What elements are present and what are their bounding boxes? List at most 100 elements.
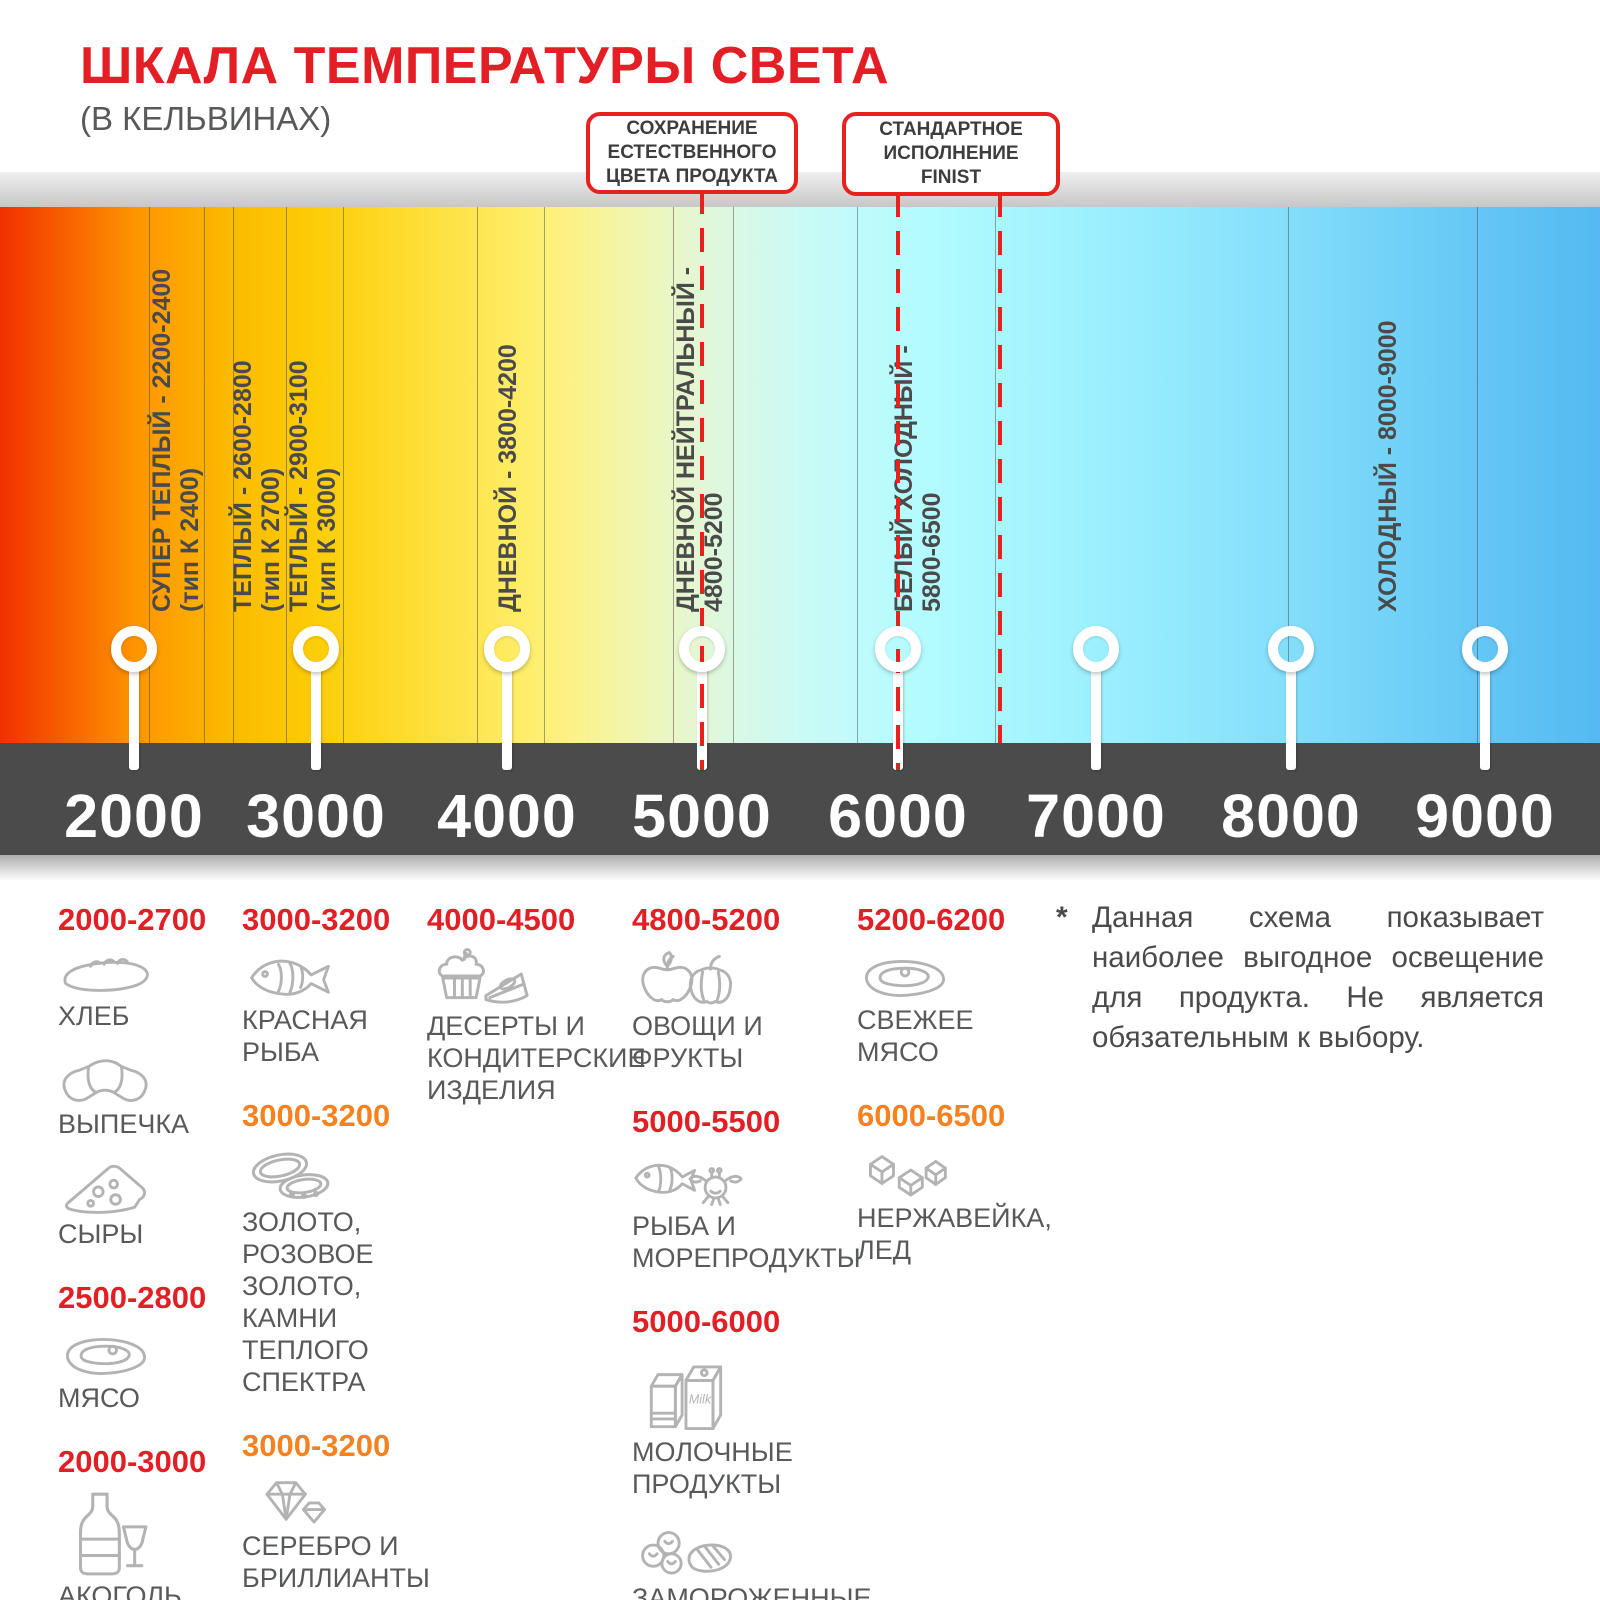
kelvin-range: 5000-5500 (632, 1104, 781, 1139)
recommendation-group: 3000-3200 ЗОЛОТО, РОЗОВОЕ ЗОЛОТО, КАМНИ … (242, 1098, 482, 1398)
kelvin-gradient-band (0, 207, 1600, 743)
gold-rings-icon (242, 1142, 482, 1204)
kelvin-range: 2000-2700 (58, 902, 207, 937)
dashed-line-6500k (998, 193, 1002, 743)
kelvin-range: 4000-4500 (427, 902, 576, 937)
top-shadow-band (0, 172, 1600, 207)
zone-gridline (233, 207, 234, 743)
zone-title: БЕЛЫЙ ХОЛОДНЫЙ - (890, 345, 918, 612)
tick-marker-2000k (111, 626, 157, 672)
zone-gridline (204, 207, 205, 743)
callout-line: ЕСТЕСТВЕННОГО (607, 142, 777, 163)
zone-label-cold: ХОЛОДНЫЙ - 8000-9000 (1374, 222, 1402, 612)
zone-gridline (477, 207, 478, 743)
tick-marker-6000k (875, 626, 921, 672)
ice-icon (857, 1142, 1072, 1200)
recommendation-group: 6000-6500 НЕРЖАВЕЙКА, ЛЕД (857, 1098, 1072, 1266)
item-label: СЫРЫ (58, 1219, 144, 1249)
item-label: МЯСО (58, 1383, 140, 1413)
item-label: ОВОЩИ И ФРУКТЫ (632, 1011, 763, 1073)
item-label: МОЛОЧНЫЕ ПРОДУКТЫ (632, 1437, 793, 1499)
tick-marker-stem (1480, 666, 1490, 770)
callout-line: ЦВЕТА ПРОДУКТА (605, 166, 779, 187)
footnote: * Данная схема показывает наиболее выгод… (1056, 898, 1544, 1058)
list-item: СЫРЫ (58, 1156, 243, 1250)
recommendation-group: 5000-5500 РЫБА И МОРЕПРОДУКТ (632, 1104, 937, 1274)
callout-line: ИСПОЛНЕНИЕ (883, 143, 1019, 164)
tick-marker-stem (129, 666, 139, 770)
cheese-icon (58, 1156, 243, 1216)
item-label: РЫБА И МОРЕПРОДУКТЫ (632, 1211, 861, 1273)
tick-marker-8000k (1268, 626, 1314, 672)
tick-marker-9000k (1462, 626, 1508, 672)
list-item: ДЕСЕРТЫ И КОНДИТЕРСКИЕ ИЗДЕЛИЯ (427, 946, 646, 1106)
zone-label-daylight: ДНЕВНОЙ - 3800-4200 (494, 222, 522, 612)
recommendation-group: 3000-3200 СЕРЕБРО И БРИЛЛИАНТЫ (242, 1428, 482, 1594)
recommendation-group: 2500-2800 МЯСО (58, 1280, 243, 1414)
footnote-text: Данная схема показывает наиболее выгодно… (1092, 901, 1544, 1054)
recommendation-column-1: 2000-2700 ХЛЕБ ВЫПЕЧКА (58, 888, 243, 1600)
kelvin-range: 6000-6500 (857, 1098, 1006, 1133)
recommendation-group: 2000-3000 АКОГОЛЬ (58, 1444, 243, 1600)
list-item: ЗАМОРОЖЕННЫЕ ПОЛУФАБРИКАТЫ (632, 1516, 937, 1600)
zone-subtitle: (тип К 3000) (313, 467, 341, 612)
list-item: ЗОЛОТО, РОЗОВОЕ ЗОЛОТО, КАМНИ ТЕПЛОГО СП… (242, 1142, 482, 1398)
recommendation-group: 5000-6000 Milk МОЛОЧНЫЕ ПРОДУКТЫ (632, 1304, 937, 1600)
dashed-line-6000k (896, 193, 900, 770)
zone-subtitle: (тип К 2700) (257, 467, 285, 612)
list-item: ВЫПЕЧКА (58, 1048, 243, 1140)
list-item: СЕРЕБРО И БРИЛЛИАНТЫ (242, 1472, 482, 1594)
tick-marker-stem (502, 666, 512, 770)
fresh-meat-icon (857, 946, 1072, 1002)
zone-title: ТЕПЛЫЙ - 2900-3100 (285, 360, 313, 612)
recommendation-column-3: 4000-4500 ДЕСЕРТЫ И КОНДИТЕРСКИЕ ИЗДЕЛИЯ (427, 888, 646, 1136)
tick-label: 4000 (437, 782, 577, 850)
zone-gridline (673, 207, 674, 743)
kelvin-range: 5000-6000 (632, 1304, 781, 1339)
zone-gridline (286, 207, 287, 743)
recommendation-column-5: 5200-6200 СВЕЖЕЕ МЯСО 6000-6500 (857, 888, 1072, 1296)
recommendation-column-4: 4800-5200 ОВОЩИ И ФРУКТЫ 5000-5500 (632, 888, 937, 1600)
croissant-icon (58, 1048, 243, 1106)
recommendation-group: 3000-3200 КРАСНАЯ РЫБА (242, 902, 482, 1068)
zone-gridline (544, 207, 545, 743)
axis-shadow (0, 855, 1600, 881)
list-item: НЕРЖАВЕЙКА, ЛЕД (857, 1142, 1072, 1266)
zone-title: ДНЕВНОЙ НЕЙТРАЛЬНЫЙ - (672, 266, 700, 612)
dairy-icon: Milk (632, 1348, 937, 1434)
zone-gridline (733, 207, 734, 743)
zone-label-super-warm: СУПЕР ТЕПЛЫЙ - 2200-2400 (тип К 2400) (148, 222, 204, 612)
tick-label: 5000 (632, 782, 772, 850)
kelvin-axis-bar (0, 743, 1600, 855)
vegetables-icon (632, 946, 937, 1008)
item-label: ЗАМОРОЖЕННЫЕ ПОЛУФАБРИКАТЫ (632, 1583, 872, 1600)
item-label: ДЕСЕРТЫ И КОНДИТЕРСКИЕ ИЗДЕЛИЯ (427, 1011, 646, 1105)
zone-gridline (1288, 207, 1289, 743)
item-label: СВЕЖЕЕ МЯСО (857, 1005, 974, 1067)
svg-text:Milk: Milk (689, 1393, 712, 1407)
tick-marker-4000k (484, 626, 530, 672)
tick-label: 9000 (1415, 782, 1555, 850)
item-label: АКОГОЛЬ (58, 1581, 182, 1600)
zone-title: СУПЕР ТЕПЛЫЙ - 2200-2400 (148, 268, 176, 612)
zone-subtitle: 4800-5200 (700, 492, 728, 612)
item-label: СЕРЕБРО И БРИЛЛИАНТЫ (242, 1531, 430, 1593)
bread-icon (58, 946, 243, 998)
callout-line: СОХРАНЕНИЕ (626, 118, 758, 139)
meat-icon (58, 1324, 243, 1380)
dashed-line-5000k (700, 190, 704, 770)
tick-marker-5000k (679, 626, 725, 672)
zone-subtitle: 5800-6500 (918, 492, 946, 612)
item-label: ХЛЕБ (58, 1001, 130, 1031)
kelvin-range: 3000-3200 (242, 1428, 391, 1463)
alcohol-icon (58, 1488, 243, 1578)
recommendation-column-2: 3000-3200 КРАСНАЯ РЫБА 3000-3200 (242, 888, 482, 1600)
kelvin-range: 3000-3200 (242, 1098, 391, 1133)
callout-line: СТАНДАРТНОЕ (879, 119, 1023, 140)
list-item: Milk МОЛОЧНЫЕ ПРОДУКТЫ (632, 1348, 937, 1500)
diamonds-icon (242, 1472, 482, 1528)
item-label: КРАСНАЯ РЫБА (242, 1005, 368, 1067)
item-label: ВЫПЕЧКА (58, 1109, 190, 1139)
page-subtitle: (В КЕЛЬВИНАХ) (80, 100, 332, 137)
